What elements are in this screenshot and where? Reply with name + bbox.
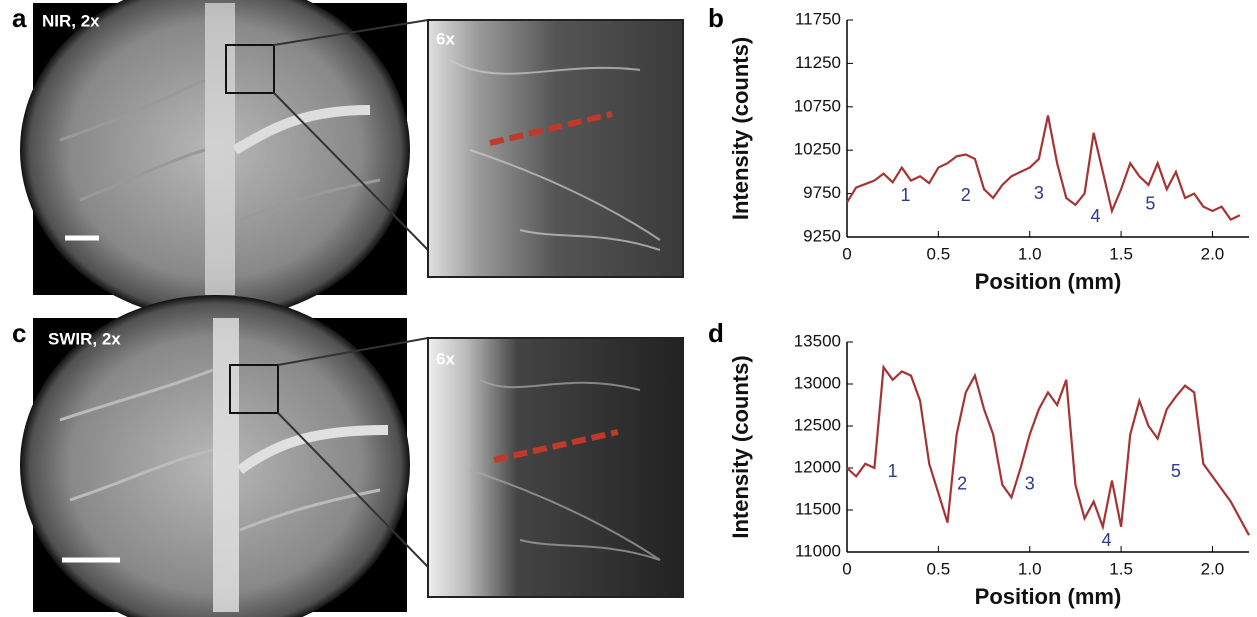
y-tick-label: 11500 <box>795 499 841 518</box>
y-tick-label: 12500 <box>794 415 841 434</box>
image-label: NIR, 2x <box>42 11 100 30</box>
annotation: 1 <box>900 185 910 205</box>
annotation: 1 <box>888 461 898 481</box>
panel-label: c <box>12 318 26 348</box>
annotation: 3 <box>1034 183 1044 203</box>
annotation: 5 <box>1145 194 1155 214</box>
y-tick-label: 11250 <box>795 53 841 72</box>
annotation: 4 <box>1091 206 1101 226</box>
annotation: 4 <box>1101 530 1111 550</box>
x-tick-label: 0 <box>842 244 851 263</box>
x-tick-label: 2.0 <box>1201 559 1225 578</box>
y-axis-title: Intensity (counts) <box>728 355 753 538</box>
annotation: 2 <box>957 474 967 494</box>
x-axis-title: Position (mm) <box>975 584 1122 609</box>
y-tick-label: 10250 <box>794 140 841 159</box>
panel-label: d <box>708 318 724 348</box>
y-tick-label: 13000 <box>794 373 841 392</box>
y-tick-label: 11750 <box>795 9 841 28</box>
x-tick-label: 0.5 <box>927 559 951 578</box>
image-label: SWIR, 2x <box>48 329 121 348</box>
y-tick-label: 13500 <box>794 331 841 350</box>
annotation: 3 <box>1025 474 1035 494</box>
y-tick-label: 9250 <box>803 226 841 245</box>
nir-image <box>20 0 683 320</box>
y-axis-title: Intensity (counts) <box>728 37 753 220</box>
annotation: 2 <box>961 185 971 205</box>
annotation: 5 <box>1171 461 1181 481</box>
x-axis-title: Position (mm) <box>975 269 1122 294</box>
x-tick-label: 2.0 <box>1201 244 1225 263</box>
x-tick-label: 1.5 <box>1109 559 1133 578</box>
x-tick-label: 1.5 <box>1109 244 1133 263</box>
x-tick-label: 1.0 <box>1018 244 1042 263</box>
y-tick-label: 12000 <box>794 457 841 476</box>
x-tick-label: 1.0 <box>1018 559 1042 578</box>
inset-label: 6x <box>436 29 455 48</box>
x-tick-label: 0.5 <box>927 244 951 263</box>
panel-label: b <box>708 3 724 33</box>
figure: a b c d NIR, 2x 6x SWIR, 2x 6x 9250 9750 1… <box>0 0 1257 617</box>
y-tick-label: 10750 <box>794 96 841 115</box>
x-tick-label: 0 <box>842 559 851 578</box>
inset-label: 6x <box>436 349 455 368</box>
y-tick-label: 11000 <box>795 541 841 560</box>
data-line <box>847 367 1249 535</box>
y-tick-label: 9750 <box>803 183 841 202</box>
panel-label: a <box>12 3 27 33</box>
